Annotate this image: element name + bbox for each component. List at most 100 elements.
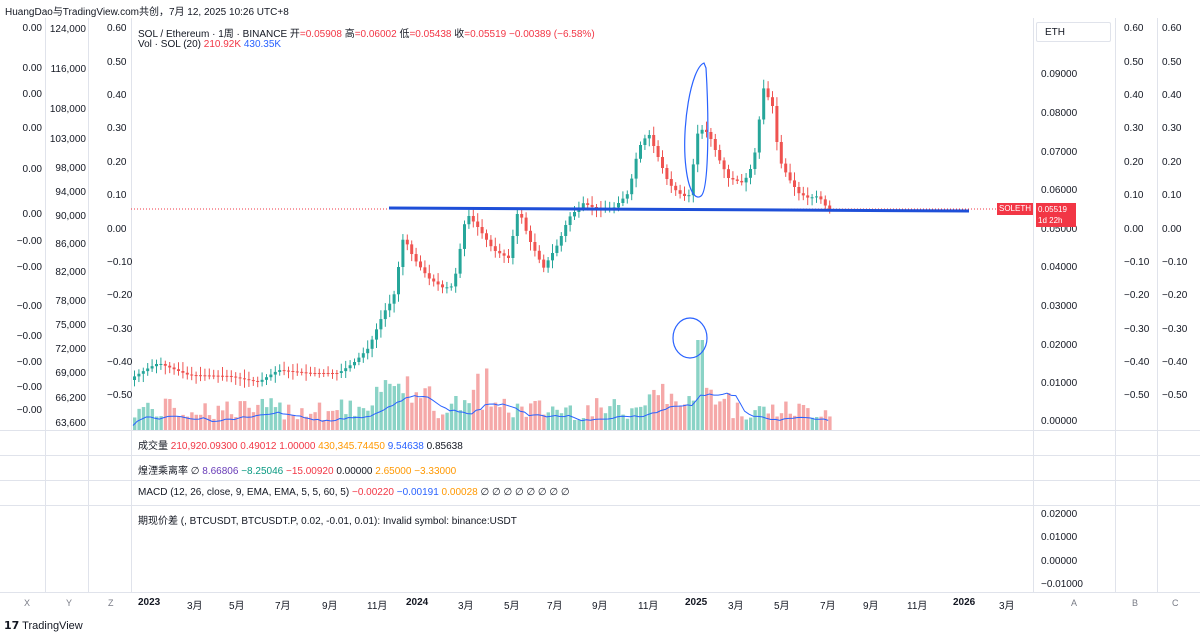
- aux-axis-tick: 0.10: [1162, 190, 1182, 201]
- axis-z-letter[interactable]: Z: [108, 598, 114, 608]
- candle-body: [555, 245, 559, 253]
- volume-bar: [375, 386, 379, 430]
- volume-bar: [744, 419, 748, 430]
- candle-body: [366, 348, 370, 354]
- candle-body: [700, 129, 704, 134]
- candle-body: [617, 203, 620, 208]
- price-axis-tick: 0.04000: [1041, 262, 1078, 273]
- low-value: =0.05438: [409, 29, 452, 40]
- candle-body: [502, 253, 506, 256]
- candle-body: [806, 195, 810, 198]
- aux-axis-tick: 72,000: [55, 344, 86, 355]
- axis-y-letter[interactable]: Y: [66, 598, 73, 608]
- volume-pane-title: 成交量: [138, 441, 168, 452]
- aux-axis-tick: 0.60: [1124, 23, 1144, 34]
- candle-body: [414, 254, 418, 262]
- volume-bar: [441, 414, 445, 430]
- axis-x-letter[interactable]: X: [24, 598, 31, 608]
- axis-a-letter[interactable]: A: [1071, 598, 1078, 608]
- candle-body: [815, 196, 818, 198]
- candle-body: [159, 363, 163, 365]
- aux-axis-tick: 0.30: [1162, 123, 1182, 134]
- candlestick-chart[interactable]: [131, 18, 1033, 430]
- candle-body: [225, 375, 229, 377]
- pane-divider: [0, 480, 1200, 481]
- aux-axis-tick: −0.20: [1162, 290, 1188, 301]
- aux-axis-tick: 0.20: [1162, 157, 1182, 168]
- symbol-button[interactable]: ETH: [1036, 22, 1111, 42]
- price-axis-tick: 0.01000: [1041, 378, 1078, 389]
- axis-c-letter[interactable]: C: [1172, 598, 1179, 608]
- aux-axis-tick: 75,000: [55, 320, 86, 331]
- candle-body: [652, 135, 656, 146]
- candle-body: [454, 273, 458, 287]
- candle-body: [810, 197, 814, 199]
- symbol-legend: SOL / Ethereum · 1周 · BINANCE 开=0.05908 …: [138, 25, 595, 40]
- candle-body: [445, 287, 449, 289]
- volume-bar: [471, 389, 476, 430]
- volume-bar: [229, 414, 234, 430]
- candle-body: [361, 353, 365, 358]
- pane-value: −0.00220: [351, 487, 394, 498]
- aux-axis-tick: 63,600: [55, 418, 86, 429]
- volume-bar: [810, 417, 814, 430]
- aux-axis-tick: −0.30: [1124, 324, 1150, 335]
- volume-bar: [348, 400, 352, 430]
- volume-bar: [542, 414, 546, 430]
- volume-bar: [647, 394, 652, 430]
- volume-bar: [291, 414, 295, 430]
- candle-body: [744, 177, 748, 183]
- volume-bar: [436, 418, 440, 430]
- aux-axis-tick: 90,000: [55, 211, 86, 222]
- aux-axis-tick: −0.00: [16, 331, 42, 342]
- volume-bar: [322, 419, 326, 430]
- bar-countdown: 1d 22h: [1038, 216, 1063, 225]
- aux-axis-tick: 0.30: [1124, 123, 1144, 134]
- candle-body: [221, 375, 224, 377]
- candle-body: [661, 157, 664, 168]
- axis-divider: [45, 18, 46, 592]
- candle-body: [304, 372, 308, 374]
- aux-axis-tick: 94,000: [55, 187, 86, 198]
- volume-bar: [735, 402, 740, 430]
- candle-body: [793, 180, 796, 187]
- volume-bar: [159, 416, 163, 430]
- axis-divider: [1033, 18, 1034, 592]
- time-axis-tick: 3月: [999, 601, 1015, 612]
- volume-bar: [727, 393, 731, 430]
- candle-body: [357, 357, 361, 362]
- candle-body: [546, 260, 550, 268]
- candle-body: [819, 196, 823, 200]
- aux-axis-tick: 98,000: [55, 163, 86, 174]
- candle-body: [401, 239, 405, 267]
- candle-body: [779, 142, 783, 164]
- volume-bar: [256, 404, 260, 430]
- candle-body: [269, 374, 273, 378]
- volume-bar: [625, 418, 630, 430]
- axis-b-letter[interactable]: B: [1132, 598, 1139, 608]
- candle-body: [256, 380, 260, 382]
- time-axis-tick: 11月: [367, 601, 388, 612]
- candle-body: [155, 364, 158, 367]
- aux-axis-tick: −0.00: [16, 382, 42, 393]
- volume-bar: [480, 409, 484, 430]
- candle-body: [300, 371, 304, 373]
- candle-body: [265, 377, 268, 380]
- volume-bar: [463, 400, 467, 430]
- candle-body: [229, 375, 233, 377]
- candle-body: [295, 371, 299, 373]
- volume-bar: [150, 409, 154, 430]
- volume-bar: [700, 340, 704, 430]
- aux-axis-tick: 69,000: [55, 368, 86, 379]
- tradingview-footer[interactable]: 𝟭𝟳 TradingView: [4, 619, 83, 632]
- candle-body: [797, 187, 801, 194]
- volume-bar: [678, 406, 682, 430]
- volume-bar: [797, 403, 801, 430]
- pane-value: 8.66806: [202, 466, 239, 477]
- aux-axis-tick: 108,000: [49, 104, 86, 115]
- aux-axis-tick: 0.40: [107, 90, 127, 101]
- volume-bar: [467, 403, 471, 430]
- aux-axis-tick: 0.00: [107, 224, 127, 235]
- volume-bar: [423, 388, 427, 430]
- volume-bar: [199, 414, 203, 430]
